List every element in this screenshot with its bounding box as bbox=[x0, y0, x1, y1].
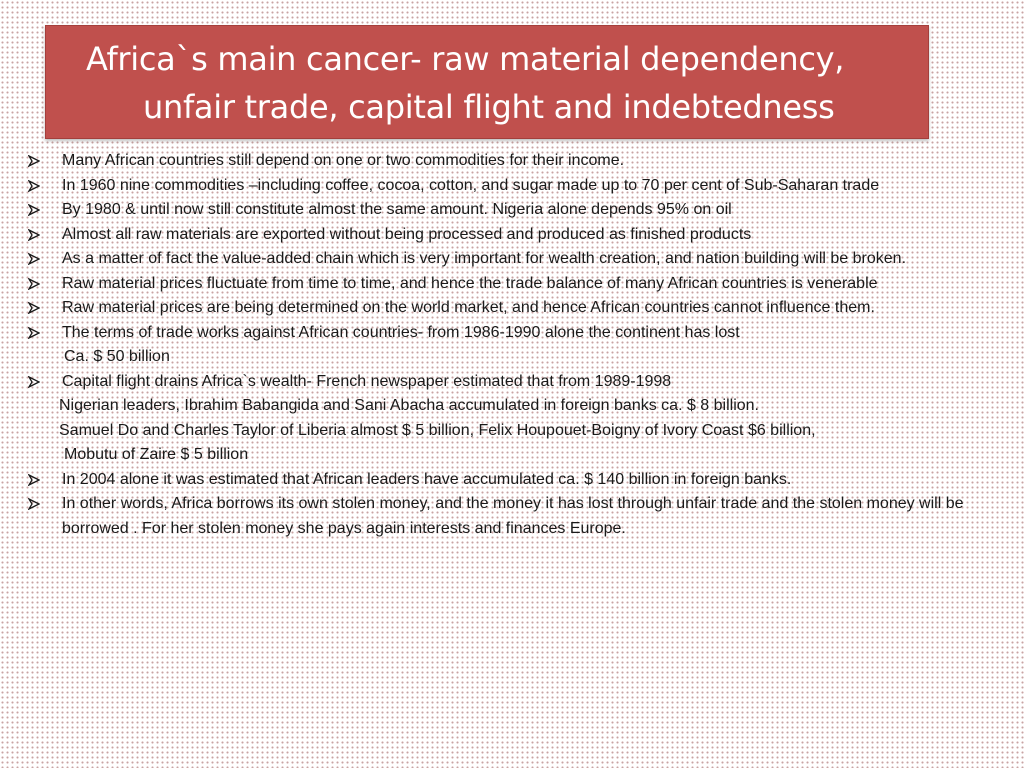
list-item-text: In other words, Africa borrows its own s… bbox=[62, 495, 964, 537]
list-item: In 2004 alone it was estimated that Afri… bbox=[28, 468, 988, 493]
list-item-text: In 2004 alone it was estimated that Afri… bbox=[62, 470, 792, 488]
list-item-text: The terms of trade works against African… bbox=[62, 323, 740, 341]
arrowhead-bullet-icon bbox=[28, 370, 42, 394]
list-item-text: Many African countries still depend on o… bbox=[62, 152, 625, 169]
list-item-text: In 1960 nine commodities –including coff… bbox=[62, 176, 880, 194]
continuation-line: Nigerian leaders, Ibrahim Babangida and … bbox=[59, 397, 759, 414]
list-item: The terms of trade works against African… bbox=[28, 321, 988, 346]
list-item-text: Raw material prices are being determined… bbox=[62, 299, 875, 316]
list-item: By 1980 & until now still constitute alm… bbox=[28, 198, 988, 223]
arrowhead-bullet-icon bbox=[28, 223, 42, 247]
continuation-line: Mobutu of Zaire $ 5 billion bbox=[64, 446, 249, 463]
arrowhead-bullet-icon bbox=[28, 247, 42, 271]
list-item: Raw material prices fluctuate from time … bbox=[28, 272, 988, 297]
title-line-2: unfair trade, capital flight and indebte… bbox=[143, 88, 835, 126]
list-item: Raw material prices are being determined… bbox=[28, 296, 988, 321]
list-item: Capital flight drains Africa`s wealth- F… bbox=[28, 370, 988, 395]
bullet-list: Many African countries still depend on o… bbox=[28, 149, 988, 541]
list-item-text: Raw material prices fluctuate from time … bbox=[62, 274, 878, 292]
arrowhead-bullet-icon bbox=[28, 296, 42, 320]
arrowhead-bullet-icon bbox=[28, 174, 42, 198]
list-item: In 1960 nine commodities –including coff… bbox=[28, 174, 988, 199]
arrowhead-bullet-icon bbox=[28, 492, 42, 516]
title-line-1: Africa`s main cancer- raw material depen… bbox=[86, 40, 845, 78]
list-item-text: As a matter of fact the value-added chai… bbox=[62, 250, 907, 267]
list-item: In other words, Africa borrows its own s… bbox=[28, 492, 988, 541]
arrowhead-bullet-icon bbox=[28, 321, 42, 345]
continuation-line: Ca. $ 50 billion bbox=[64, 348, 170, 365]
list-item: Many African countries still depend on o… bbox=[28, 149, 988, 174]
continuation-line: Samuel Do and Charles Taylor of Liberia … bbox=[59, 421, 816, 439]
list-item: As a matter of fact the value-added chai… bbox=[28, 247, 988, 272]
list-item-text: Capital flight drains Africa`s wealth- F… bbox=[62, 372, 672, 390]
list-item: Almost all raw materials are exported wi… bbox=[28, 223, 988, 248]
list-item-text: By 1980 & until now still constitute alm… bbox=[62, 201, 732, 218]
arrowhead-bullet-icon bbox=[28, 149, 42, 173]
list-item-text: Almost all raw materials are exported wi… bbox=[62, 225, 752, 243]
arrowhead-bullet-icon bbox=[28, 272, 42, 296]
arrowhead-bullet-icon bbox=[28, 468, 42, 492]
arrowhead-bullet-icon bbox=[28, 198, 42, 222]
title-banner: Africa`s main cancer- raw material depen… bbox=[45, 25, 929, 139]
